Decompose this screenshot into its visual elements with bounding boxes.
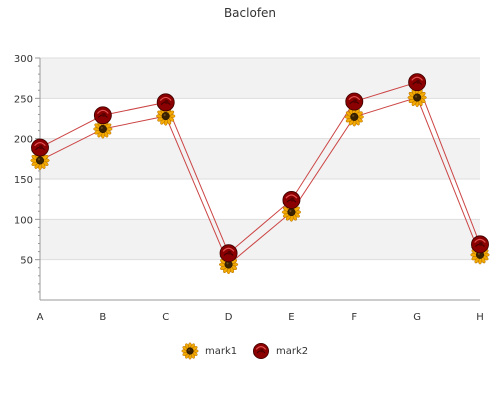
legend-label: mark2: [276, 346, 308, 357]
rose-icon: [471, 235, 489, 254]
sunflower-icon: [93, 119, 113, 139]
x-tick-label: H: [476, 312, 484, 323]
legend-label: mark1: [205, 346, 237, 357]
x-tick-label: G: [413, 312, 421, 323]
y-tick-label: 100: [14, 215, 33, 226]
series-markers: [30, 73, 490, 275]
x-tick-label: D: [225, 312, 233, 323]
series-line-mark2: [39, 81, 481, 255]
x-tick-label: B: [99, 312, 106, 323]
grid-lines: [40, 57, 480, 261]
rose-icon: [282, 191, 301, 209]
rose-icon: [219, 244, 238, 263]
grid-band: [40, 58, 480, 99]
y-tick-label: 150: [14, 175, 33, 186]
x-tick-label: A: [37, 312, 44, 323]
x-tick-labels: A B C D E F G H: [37, 312, 484, 323]
chart-title: Baclofen: [224, 6, 276, 20]
rose-icon: [408, 73, 427, 92]
legend: mark1 mark2: [181, 342, 308, 360]
sunflower-icon: [181, 342, 199, 360]
rose-icon: [252, 342, 269, 359]
legend-item: mark2: [252, 342, 308, 359]
rose-icon: [31, 138, 49, 157]
sunflower-icon: [407, 87, 427, 108]
series-lines: [39, 81, 481, 266]
y-tick-label: 250: [14, 94, 33, 105]
x-tick-label: F: [351, 312, 357, 323]
series-line-mark1: [39, 96, 481, 266]
rose-icon: [156, 93, 175, 112]
y-tick-label: 300: [14, 54, 33, 65]
legend-item: mark1: [181, 342, 237, 360]
y-tick-labels: 50 100 150 200 250 300: [14, 54, 33, 267]
rose-icon: [345, 92, 364, 111]
grid-band: [40, 219, 480, 260]
rose-icon: [93, 106, 112, 125]
y-tick-label: 200: [14, 135, 33, 146]
y-tick-label: 50: [20, 256, 33, 267]
x-tick-label: E: [288, 312, 294, 323]
x-tick-label: C: [162, 312, 169, 323]
grid-band: [40, 138, 480, 179]
